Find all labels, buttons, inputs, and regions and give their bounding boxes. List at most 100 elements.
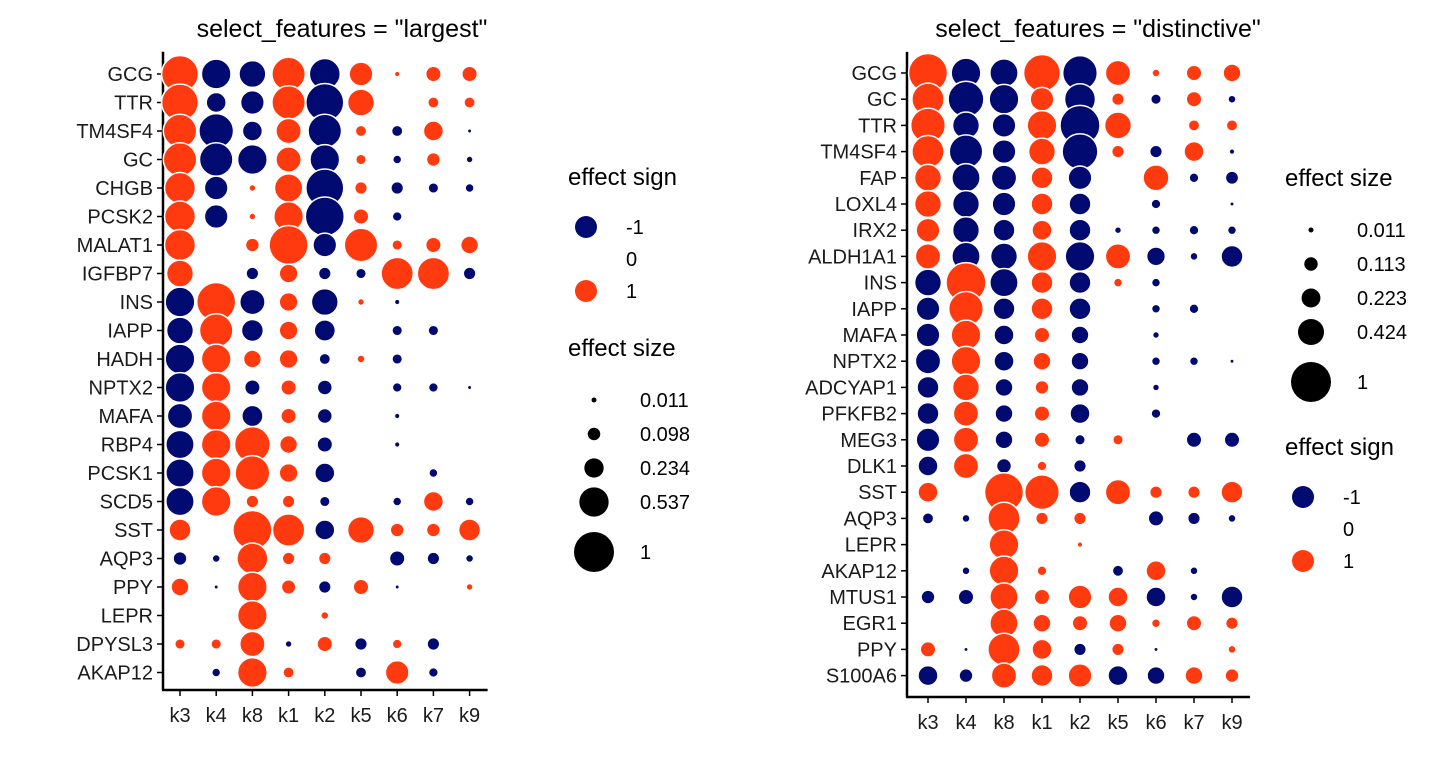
chart-1-dot-iapp-k6 xyxy=(391,324,404,337)
chart-2-dot-ins-k2 xyxy=(1068,270,1092,295)
chart-2-dot-meg3-k8 xyxy=(994,430,1014,450)
chart-2-dot-tm4sf4-k7 xyxy=(1183,140,1205,163)
chart-1-dot-igfbp7-k2 xyxy=(317,266,332,281)
chart-1-y-tick-label: PCSK1 xyxy=(87,463,153,485)
chart-2-dot-sst-k2 xyxy=(1068,480,1092,504)
chart-1-dot-akap12-k4 xyxy=(210,667,222,678)
chart-1-legend-sign-label: -1 xyxy=(626,217,644,239)
chart-2-dot-pfkfb2-k1 xyxy=(1033,405,1051,423)
chart-1-y-tick-label: TTR xyxy=(114,93,153,115)
chart-2-dot-irx2-k3 xyxy=(915,217,941,243)
chart-2-dot-dlk1-k2 xyxy=(1072,458,1088,474)
chart-2-dot-dlk1-k1 xyxy=(1036,460,1048,472)
chart-1-dot-rbp4-k6 xyxy=(393,440,401,449)
chart-2-y-tick-label: S100A6 xyxy=(826,666,897,688)
chart-2-dot-aldh1a1-k2 xyxy=(1064,240,1096,272)
chart-1-legend-size-swatch xyxy=(579,487,609,517)
chart-1-dot-hadh-k3 xyxy=(164,343,196,375)
chart-2-legend-size-label: 0.424 xyxy=(1357,322,1407,344)
chart-2-dot-s100a6-k9 xyxy=(1224,667,1240,684)
chart-2-dot-nptx2-k8 xyxy=(993,350,1015,372)
chart-2-dot-adcyap1-k1 xyxy=(1034,379,1050,396)
chart-2-dot-meg3-k3 xyxy=(915,427,941,453)
chart-2-dot-gcg-k5 xyxy=(1104,59,1132,87)
chart-1-legend-size-swatch xyxy=(584,458,604,478)
chart-2-dot-sst-k5 xyxy=(1104,478,1132,506)
chart-1-dot-hadh-k1 xyxy=(278,348,299,370)
chart-2-dot-s100a6-k2 xyxy=(1067,663,1093,689)
chart-2-dot-dlk1-k8 xyxy=(995,457,1013,475)
chart-1-x-tick-label: k7 xyxy=(423,705,444,727)
chart-2-dot-gc-k8 xyxy=(988,83,1020,115)
chart-2-dot-gc-k6 xyxy=(1149,93,1163,106)
chart-1-dot-hadh-k6 xyxy=(391,352,404,366)
chart-1-dot-akap12-k6 xyxy=(384,659,410,686)
chart-1-dot-gcg-k7 xyxy=(424,65,442,83)
chart-2-y-tick-label: AQP3 xyxy=(844,508,897,530)
chart-2-dot-loxl4-k8 xyxy=(991,191,1017,217)
chart-1-dot-nptx2-k4 xyxy=(200,371,232,404)
chart-1-dot-dpysl3-k8 xyxy=(239,630,266,658)
chart-2-dot-loxl4-k1 xyxy=(1030,192,1054,216)
chart-1-dot-ppy-k3 xyxy=(170,577,190,597)
chart-2-x-tick-label: k8 xyxy=(993,712,1014,734)
chart-2-dot-nptx2-k7 xyxy=(1188,355,1200,367)
chart-1-y-tick-label: PCSK2 xyxy=(87,207,153,229)
chart-1-dot-nptx2-k2 xyxy=(316,379,334,396)
chart-1-dot-pcsk2-k6 xyxy=(391,210,403,223)
chart-2-dot-dlk1-k3 xyxy=(917,455,939,477)
chart-2-dot-nptx2-k1 xyxy=(1032,351,1052,371)
chart-2-dot-tm4sf4-k1 xyxy=(1027,137,1057,166)
chart-1-dot-chgb-k8 xyxy=(248,183,257,193)
chart-1-dot-igfbp7-k9 xyxy=(462,266,477,281)
chart-2-dot-gc-k1 xyxy=(1029,86,1055,112)
chart-2-dot-irx2-k7 xyxy=(1188,224,1200,236)
chart-1-dot-mafa-k2 xyxy=(316,407,334,425)
chart-1-dot-gc-k7 xyxy=(425,151,442,168)
chart-2-dot-mtus1-k7 xyxy=(1189,592,1199,602)
chart-1-legend-sign-swatch xyxy=(575,216,597,238)
chart-1-dot-nptx2-k9 xyxy=(466,384,473,391)
chart-2-dot-akap12-k8 xyxy=(988,555,1020,587)
chart-2-dot-ins-k1 xyxy=(1030,270,1054,295)
chart-2-dot-ins-k8 xyxy=(989,267,1019,298)
chart-2-dot-sst-k7 xyxy=(1186,485,1202,500)
chart-2-dot-aldh1a1-k3 xyxy=(914,243,942,270)
chart-1-dot-rbp4-k2 xyxy=(316,436,334,453)
chart-1-dot-nptx2-k8 xyxy=(243,379,261,396)
chart-2-legend-size-label: 0.011 xyxy=(1357,220,1406,242)
chart-2-dot-ins-k5 xyxy=(1112,277,1124,288)
chart-2-dot-ppy-k9 xyxy=(1227,644,1237,655)
chart-2-dot-fap-k1 xyxy=(1030,166,1054,190)
chart-1-x-tick-label: k5 xyxy=(350,705,371,727)
chart-1-dot-pcsk2-k5 xyxy=(352,208,370,225)
chart-2-dot-meg3-k9 xyxy=(1223,431,1241,449)
chart-2-dot-egr1-k1 xyxy=(1032,613,1052,633)
chart-2-dot-s100a6-k3 xyxy=(917,664,939,687)
chart-2-dot-aqp3-k4 xyxy=(961,513,971,524)
chart-1-y-tick-label: MAFA xyxy=(99,406,154,428)
chart-1-legend-size-label: 0.537 xyxy=(640,492,690,514)
chart-1-dot-gc-k4 xyxy=(198,142,234,177)
chart-1-dot-ttr-k4 xyxy=(205,91,227,114)
chart-1-dot-dpysl3-k6 xyxy=(391,638,403,650)
chart-1-dot-aqp3-k7 xyxy=(426,551,441,566)
chart-2-dot-irx2-k9 xyxy=(1226,224,1238,236)
chart-2-dot-tm4sf4-k6 xyxy=(1148,144,1164,159)
chart-2-dot-loxl4-k4 xyxy=(951,189,981,219)
chart-2-dot-aqp3-k3 xyxy=(921,511,935,525)
chart-2-legend-size-label: 0.113 xyxy=(1357,254,1406,276)
chart-1-dot-scd5-k6 xyxy=(391,496,403,507)
chart-2-y-tick-label: AKAP12 xyxy=(821,561,897,583)
chart-2-legend-sign-label: -1 xyxy=(1343,487,1361,509)
chart-1-legend-size-swatch xyxy=(574,532,614,572)
chart-1-y-tick-label: IAPP xyxy=(107,321,153,343)
chart-2-dot-egr1-k9 xyxy=(1224,616,1240,631)
chart-1-dot-akap12-k7 xyxy=(427,666,440,679)
chart-1-dot-iapp-k3 xyxy=(165,316,195,345)
chart-1-legend-size-label: 1 xyxy=(640,542,651,564)
chart-1-x-tick-label: k6 xyxy=(387,705,408,727)
chart-2-dot-iapp-k1 xyxy=(1030,297,1054,321)
chart-2-x-tick-label: k3 xyxy=(917,712,938,734)
chart-2-dot-ppy-k1 xyxy=(1031,638,1053,661)
